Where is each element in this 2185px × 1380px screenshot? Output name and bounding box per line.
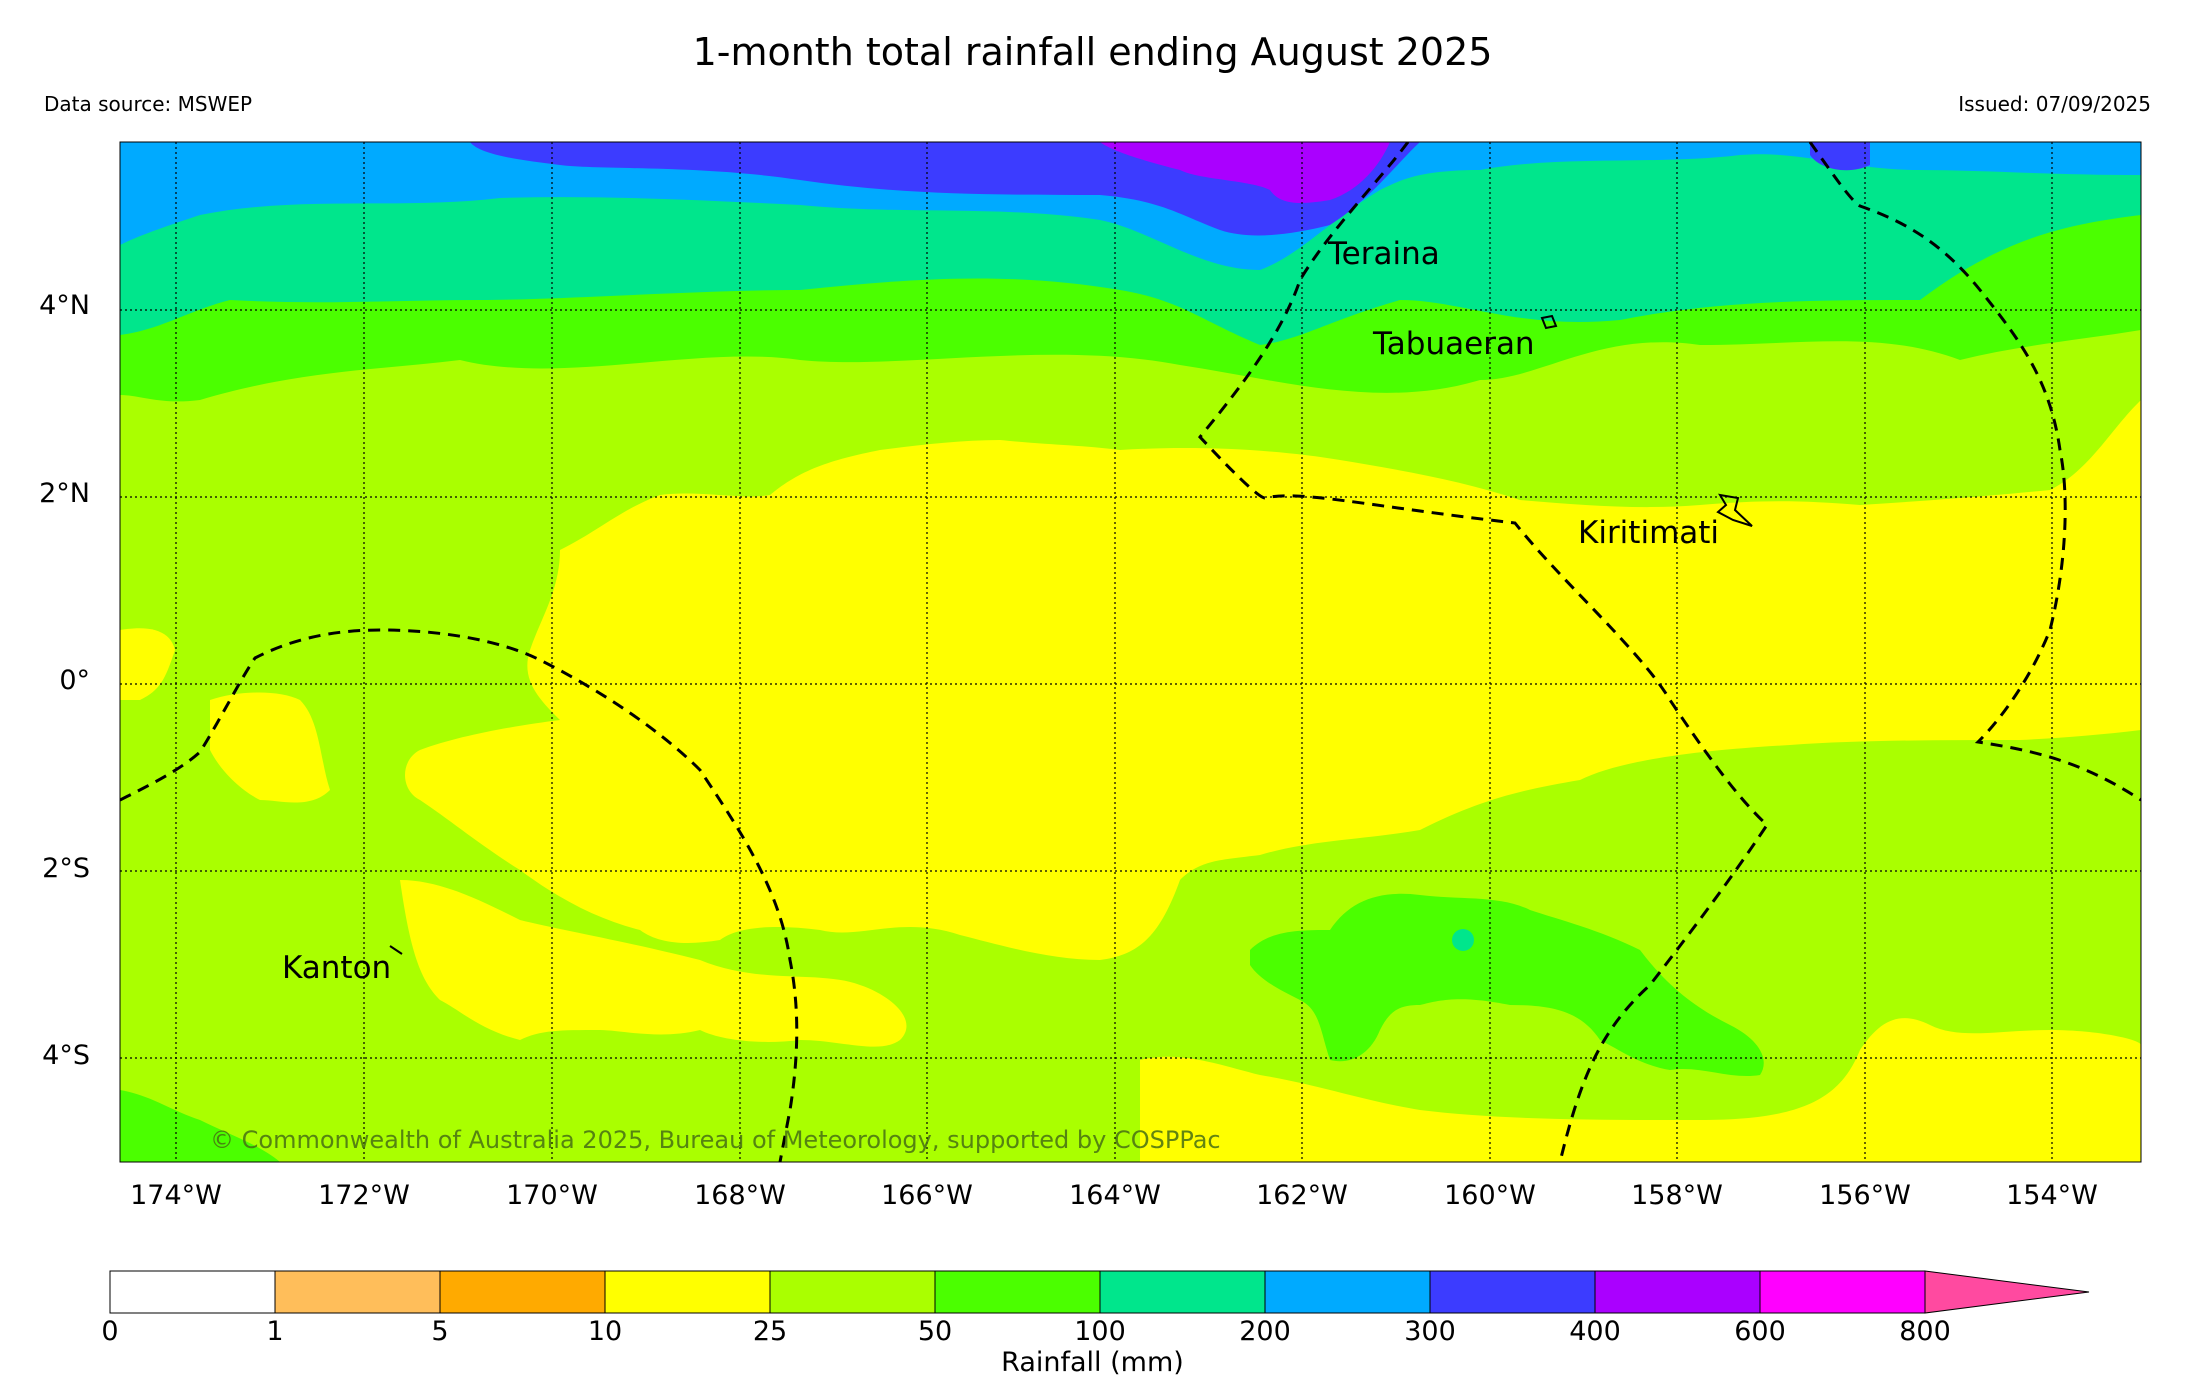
data-source: Data source: MSWEP: [44, 92, 253, 116]
lon-label-172w: 172°W: [318, 1180, 410, 1211]
lat-label-2s: 2°S: [42, 853, 90, 884]
colorbar-tick-label: 200: [1239, 1316, 1291, 1347]
lat-label-0: 0°: [59, 665, 90, 696]
issued-date: Issued: 07/09/2025: [1958, 92, 2151, 116]
colorbar-label: Rainfall (mm): [1001, 1347, 1184, 1378]
lon-label-160w: 160°W: [1444, 1180, 1536, 1211]
lon-label-158w: 158°W: [1631, 1180, 1723, 1211]
band-50-100-southwest: [120, 1090, 280, 1162]
chart-title: 1-month total rainfall ending August 202…: [692, 30, 1493, 74]
band-10-25-southeast: [1140, 1018, 2141, 1162]
colorbar-extend-arrow: [1924, 1270, 2090, 1314]
kanton-outline: [389, 945, 403, 955]
colorbar-segment: [769, 1270, 936, 1314]
place-kanton: Kanton: [282, 950, 392, 986]
colorbar-segment: [1759, 1270, 1926, 1314]
colorbar-segment: [934, 1270, 1101, 1314]
band-10-25-west2: [210, 692, 330, 803]
lon-label-168w: 168°W: [694, 1180, 786, 1211]
colorbar-tick-label: 50: [917, 1316, 953, 1347]
lat-label-4s: 4°S: [42, 1040, 90, 1071]
band-10-25-west: [120, 628, 175, 700]
colorbar-tick-label: 600: [1734, 1316, 1786, 1347]
colorbar: [109, 1270, 2090, 1314]
lon-label-174w: 174°W: [130, 1180, 222, 1211]
colorbar-segment: [1099, 1270, 1266, 1314]
lon-label-154w: 154°W: [2006, 1180, 2098, 1211]
colorbar-segment: [439, 1270, 606, 1314]
eez-boundaries: [120, 142, 2141, 1162]
colorbar-segment: [109, 1270, 276, 1314]
colorbar-tick-label: 1: [266, 1316, 284, 1347]
colorbar-tick-label: 10: [587, 1316, 623, 1347]
colorbar-segment: [274, 1270, 441, 1314]
copyright-notice: © Commonwealth of Australia 2025, Bureau…: [210, 1126, 1221, 1154]
colorbar-tick-label: 100: [1074, 1316, 1126, 1347]
band-400-600: [1100, 142, 1390, 203]
place-tabuaeran: Tabuaeran: [1373, 326, 1535, 362]
colorbar-tick-label: 5: [431, 1316, 449, 1347]
colorbar-tick-label: 300: [1404, 1316, 1456, 1347]
lat-label-2n: 2°N: [39, 478, 90, 509]
colorbar-tick-label: 400: [1569, 1316, 1621, 1347]
band-10-25-southwest: [400, 880, 907, 1047]
lat-label-4n: 4°N: [39, 290, 90, 321]
lon-label-164w: 164°W: [1069, 1180, 1161, 1211]
map-frame: [119, 141, 2142, 1163]
colorbar-segment: [1429, 1270, 1596, 1314]
gridlines: [120, 142, 2141, 1162]
colorbar-tick-label: 0: [101, 1316, 119, 1347]
colorbar-segment: [1594, 1270, 1761, 1314]
band-50-100-south: [1250, 893, 1764, 1077]
kiritimati-outline: [1716, 493, 1753, 527]
lon-label-170w: 170°W: [506, 1180, 598, 1211]
band-10-25-central: [405, 400, 2141, 960]
lon-label-156w: 156°W: [1819, 1180, 1911, 1211]
band-200-300: [120, 142, 2141, 270]
colorbar-segment: [604, 1270, 771, 1314]
tabuaeran-outline: [1540, 314, 1558, 330]
colorbar-tick-label: 800: [1899, 1316, 1951, 1347]
lon-label-162w: 162°W: [1256, 1180, 1348, 1211]
place-teraina: Teraina: [1328, 236, 1440, 272]
place-kiritimati: Kiritimati: [1578, 515, 1720, 551]
colorbar-tick-label: 25: [752, 1316, 788, 1347]
spot-100-200: [1452, 929, 1474, 951]
band-300-400: [470, 142, 1870, 236]
colorbar-segment: [1264, 1270, 1431, 1314]
lon-label-166w: 166°W: [881, 1180, 973, 1211]
